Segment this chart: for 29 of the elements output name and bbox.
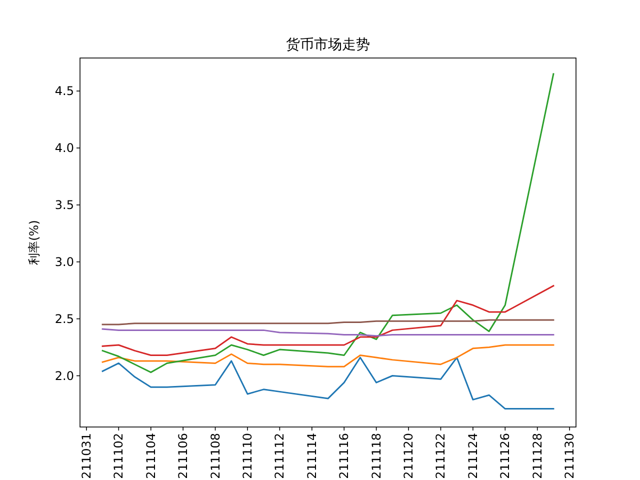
y-tick-label: 2.5 <box>54 312 74 326</box>
y-tick-label: 4.0 <box>54 140 74 155</box>
line-series <box>102 344 554 368</box>
chart-title: 货币市场走势 <box>286 37 370 53</box>
x-tick-label: 211110 <box>240 433 254 479</box>
x-tick-label: 211104 <box>144 433 158 479</box>
line-series <box>102 285 554 356</box>
x-tick-label: 211114 <box>304 433 319 479</box>
y-tick-label: 2.0 <box>54 368 74 383</box>
x-tick-label: 211128 <box>530 433 544 479</box>
y-axis-title: 利率(%) <box>27 220 41 265</box>
y-tick-label: 3.5 <box>54 198 74 212</box>
line-series <box>102 73 554 374</box>
x-tick-label: 211122 <box>434 433 448 479</box>
x-tick-label: 211120 <box>402 433 416 479</box>
x-tick-label: 211124 <box>466 433 480 479</box>
y-tick-label: 4.5 <box>54 84 74 98</box>
x-tick-label: 211118 <box>369 433 384 479</box>
x-tick-label: 211116 <box>337 433 352 479</box>
x-tick-label: 211126 <box>498 433 512 479</box>
x-tick-label: 211106 <box>176 433 190 479</box>
x-tick-label: 211130 <box>562 433 577 479</box>
x-tick-label: 211108 <box>208 433 222 479</box>
x-tick-label: 211112 <box>272 433 287 479</box>
y-tick-label: 3.0 <box>54 254 74 269</box>
x-tick-label: 211102 <box>112 433 126 479</box>
line-series <box>102 328 554 337</box>
x-tick-label: 211031 <box>79 433 94 479</box>
line-series <box>102 356 554 410</box>
